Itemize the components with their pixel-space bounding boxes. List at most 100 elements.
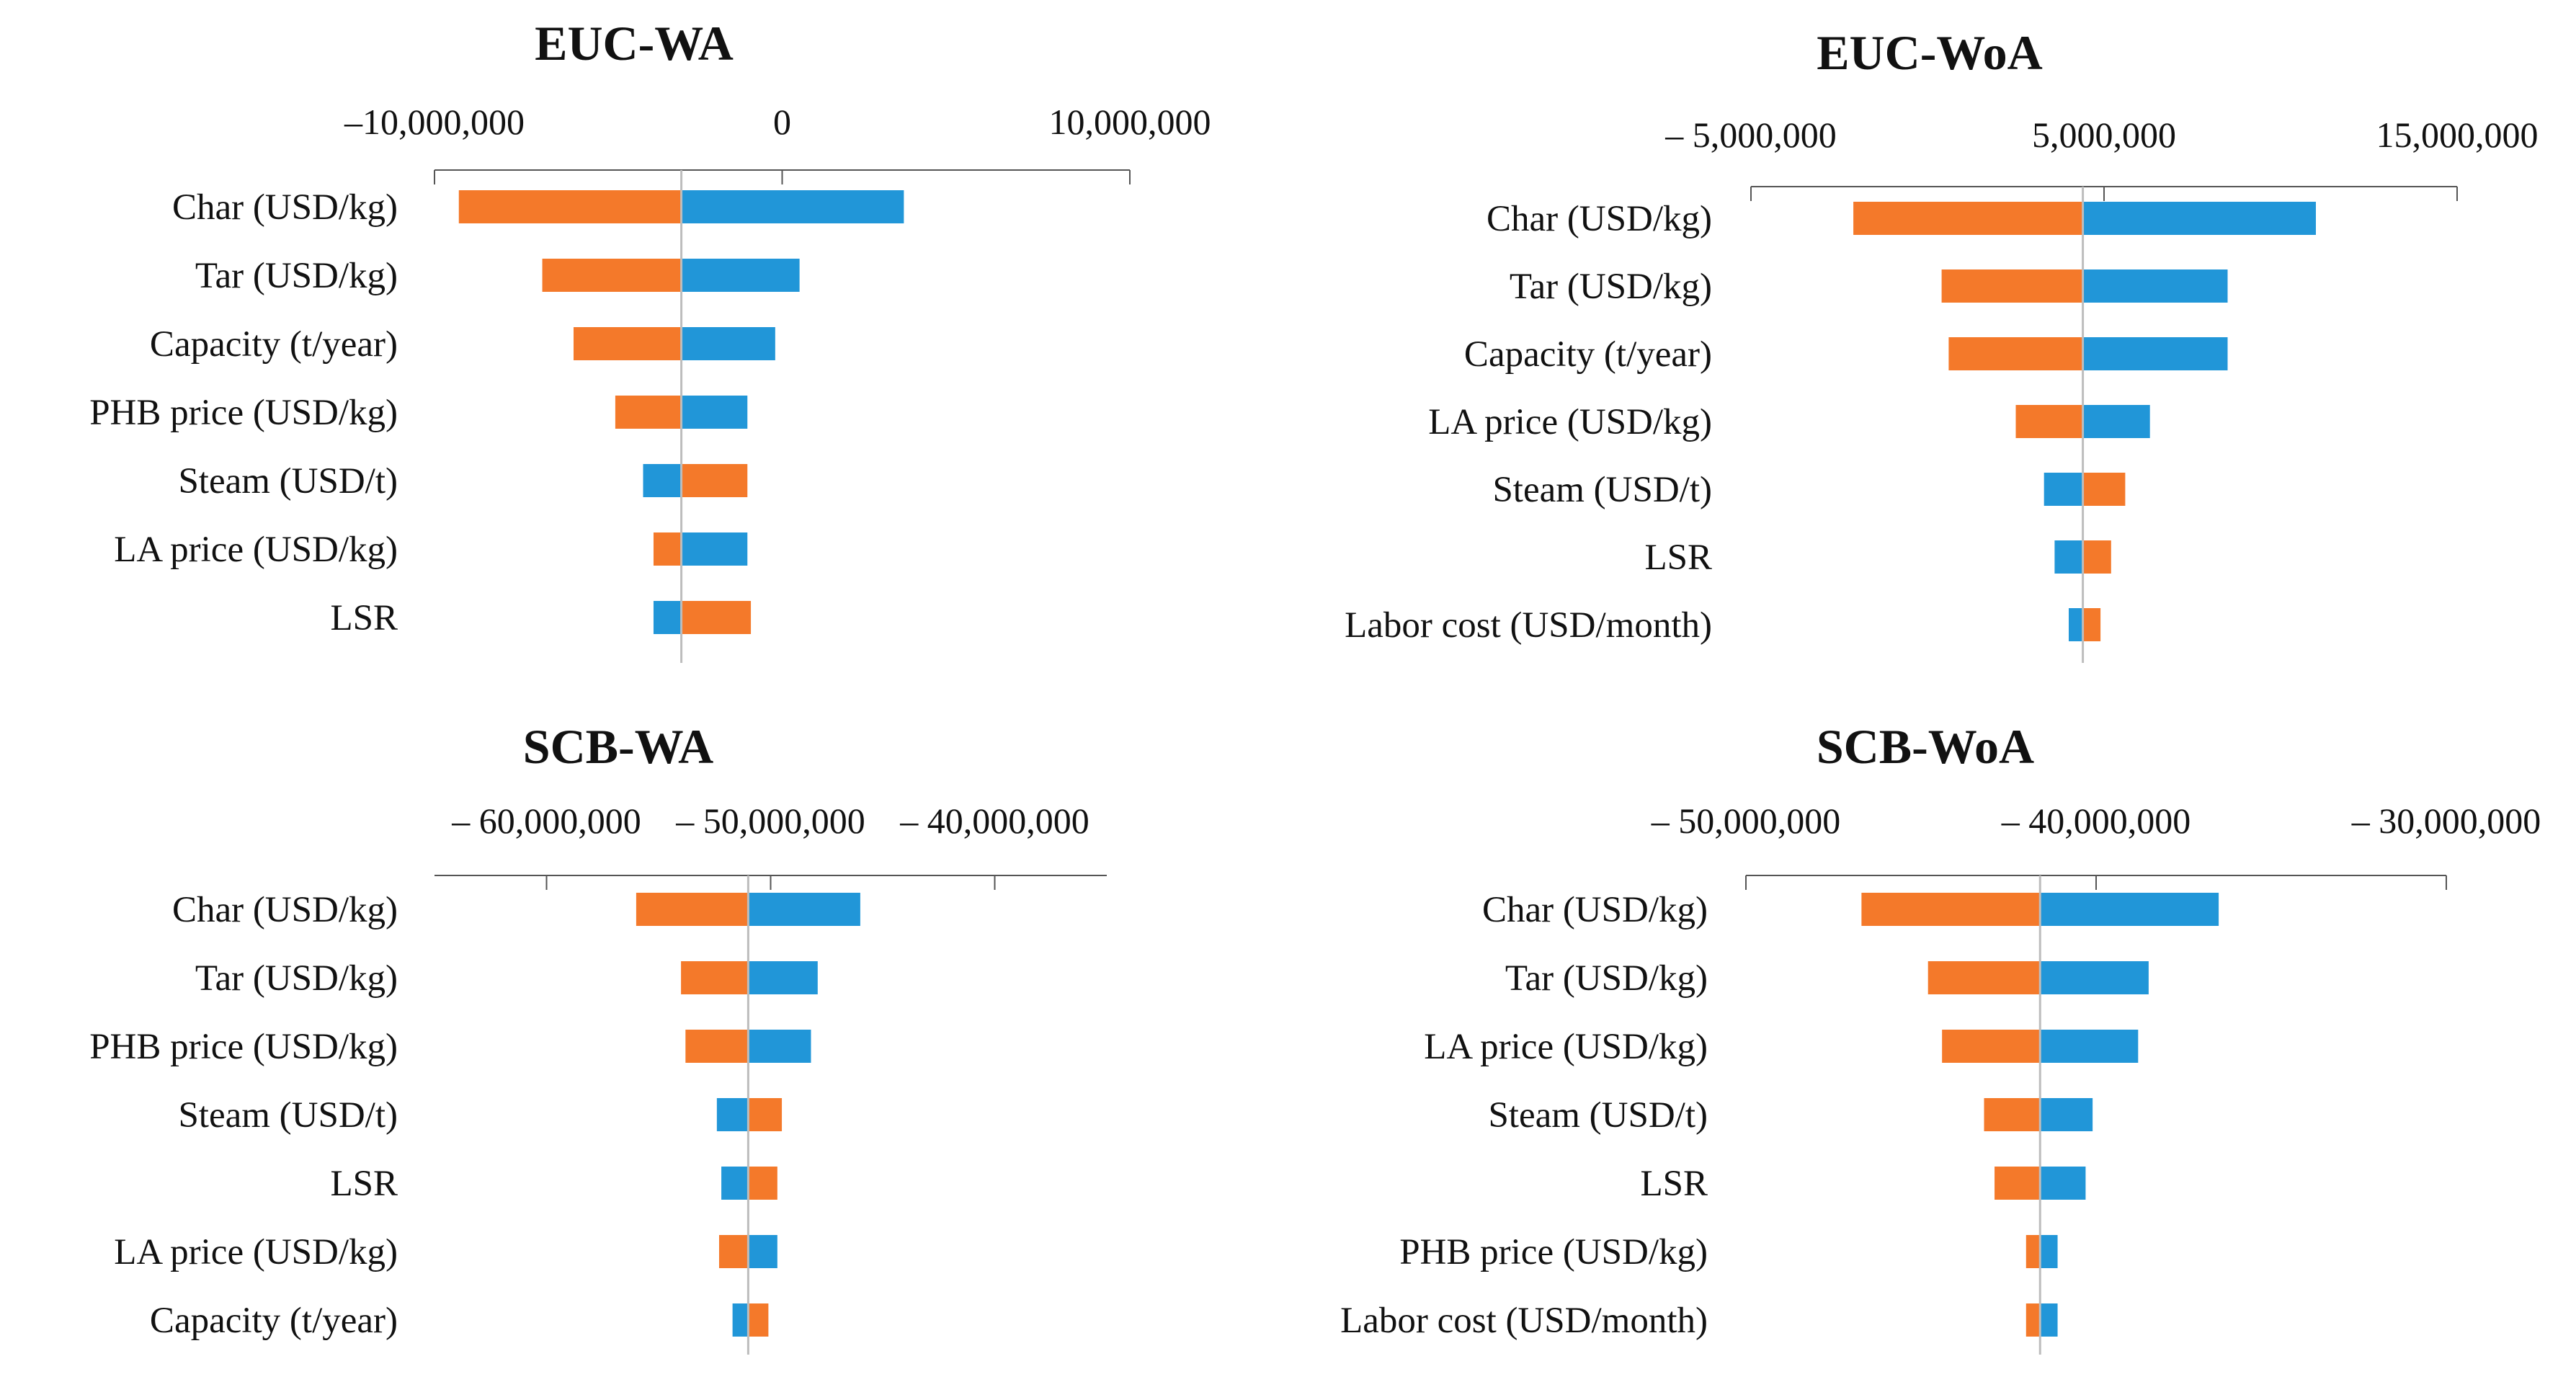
category-label: Char (USD/kg) — [172, 187, 398, 228]
bar-blue — [2082, 269, 2228, 303]
bar-orange — [748, 1098, 783, 1131]
category-label: Capacity (t/year) — [150, 324, 398, 365]
chart-title: EUC-WoA — [1817, 25, 2043, 80]
bar-orange — [2025, 1303, 2041, 1337]
chart-title: SCB-WoA — [1817, 719, 2034, 774]
bar-orange — [681, 601, 752, 634]
category-label: Steam (USD/t) — [1492, 470, 1712, 510]
bar-orange — [1995, 1167, 2041, 1200]
category-label: LA price (USD/kg) — [114, 1232, 398, 1272]
category-label: Tar (USD/kg) — [195, 256, 398, 296]
category-label: Char (USD/kg) — [1487, 199, 1712, 239]
bar-blue — [2040, 1030, 2139, 1063]
bar-blue — [2040, 1098, 2093, 1131]
bar-orange — [1861, 893, 2041, 926]
x-tick-label: 10,000,000 — [1049, 102, 1211, 142]
category-label: Labor cost (USD/month) — [1340, 1301, 1708, 1341]
bar-orange — [2082, 608, 2101, 641]
chart-title: SCB-WA — [523, 719, 714, 774]
category-label: PHB price (USD/kg) — [89, 1027, 398, 1067]
bar-blue — [643, 464, 682, 497]
bar-blue — [716, 1098, 749, 1131]
category-label: Steam (USD/t) — [1488, 1095, 1708, 1136]
bar-orange — [718, 1235, 749, 1268]
category-label: LSR — [330, 598, 398, 638]
category-label: Tar (USD/kg) — [1510, 267, 1712, 307]
bar-orange — [1984, 1098, 2041, 1131]
bar-blue — [681, 259, 800, 292]
bar-blue — [732, 1303, 749, 1337]
bar-blue — [2069, 608, 2083, 641]
x-tick-label: 5,000,000 — [2032, 115, 2176, 155]
bar-orange — [685, 1030, 749, 1063]
bar-orange — [458, 190, 682, 223]
category-label: LSR — [1640, 1164, 1708, 1204]
bar-orange — [1927, 961, 2041, 994]
bar-orange — [653, 532, 682, 566]
bar-blue — [2040, 893, 2219, 926]
bar-orange — [636, 893, 749, 926]
bar-blue — [748, 1235, 777, 1268]
category-label: Steam (USD/t) — [178, 1095, 398, 1136]
x-tick-label: 15,000,000 — [2376, 115, 2539, 155]
bar-blue — [2040, 1167, 2086, 1200]
bar-blue — [2082, 202, 2316, 235]
category-label: Capacity (t/year) — [150, 1301, 398, 1341]
bar-orange — [2025, 1235, 2041, 1268]
bar-blue — [2054, 540, 2083, 574]
bar-orange — [1942, 1030, 2041, 1063]
x-tick-label: – 40,000,000 — [2001, 801, 2191, 841]
category-label: Tar (USD/kg) — [1505, 958, 1708, 999]
x-tick-label: – 40,000,000 — [899, 801, 1089, 841]
bar-blue — [681, 190, 904, 223]
bar-blue — [681, 532, 748, 566]
category-label: PHB price (USD/kg) — [1399, 1232, 1708, 1272]
category-label: LA price (USD/kg) — [1428, 402, 1712, 442]
x-tick-label: – 50,000,000 — [675, 801, 865, 841]
bar-blue — [2040, 1235, 2058, 1268]
category-label: LA price (USD/kg) — [114, 530, 398, 570]
bar-blue — [2082, 405, 2150, 438]
bar-orange — [681, 464, 748, 497]
x-tick-label: –10,000,000 — [344, 102, 525, 142]
category-label: Labor cost (USD/month) — [1345, 605, 1712, 646]
panel-euc-woa: EUC-WoA – 5,000,000 5,000,000 15,000,000 Ch… — [1345, 25, 2539, 663]
bar-blue — [681, 396, 748, 429]
bar-blue — [2044, 473, 2083, 506]
bar-blue — [653, 601, 682, 634]
x-tick-label: – 50,000,000 — [1651, 801, 1841, 841]
panel-euc-wa: EUC-WA –10,000,000 0 10,000,000 Char (USD/k… — [89, 16, 1211, 663]
category-label: Char (USD/kg) — [172, 890, 398, 930]
bar-blue — [2040, 1303, 2058, 1337]
bar-blue — [748, 961, 818, 994]
chart-title: EUC-WA — [535, 16, 734, 71]
category-label: LSR — [330, 1164, 398, 1204]
bar-blue — [681, 327, 775, 360]
bar-blue — [748, 1030, 811, 1063]
bar-orange — [748, 1303, 769, 1337]
category-label: Steam (USD/t) — [178, 461, 398, 501]
bar-blue — [748, 893, 860, 926]
bar-orange — [748, 1167, 777, 1200]
category-label: PHB price (USD/kg) — [89, 393, 398, 433]
category-label: LA price (USD/kg) — [1424, 1027, 1708, 1067]
bar-blue — [2040, 961, 2149, 994]
panel-scb-wa: SCB-WA – 60,000,000 – 50,000,000 – 40,000,… — [89, 719, 1107, 1355]
x-tick-label: – 30,000,000 — [2351, 801, 2541, 841]
bar-orange — [2082, 540, 2111, 574]
category-label: LSR — [1644, 538, 1712, 578]
x-tick-label: 0 — [773, 102, 791, 142]
bar-orange — [1853, 202, 2083, 235]
category-label: Tar (USD/kg) — [195, 958, 398, 999]
bar-orange — [542, 259, 682, 292]
bar-orange — [574, 327, 682, 360]
bar-orange — [2082, 473, 2126, 506]
bar-orange — [1948, 337, 2083, 370]
category-label: Char (USD/kg) — [1482, 890, 1708, 930]
bar-orange — [615, 396, 682, 429]
x-tick-label: – 60,000,000 — [451, 801, 641, 841]
category-label: Capacity (t/year) — [1464, 334, 1712, 375]
panel-scb-woa: SCB-WoA – 50,000,000 – 40,000,000 – 30,000… — [1340, 719, 2541, 1355]
